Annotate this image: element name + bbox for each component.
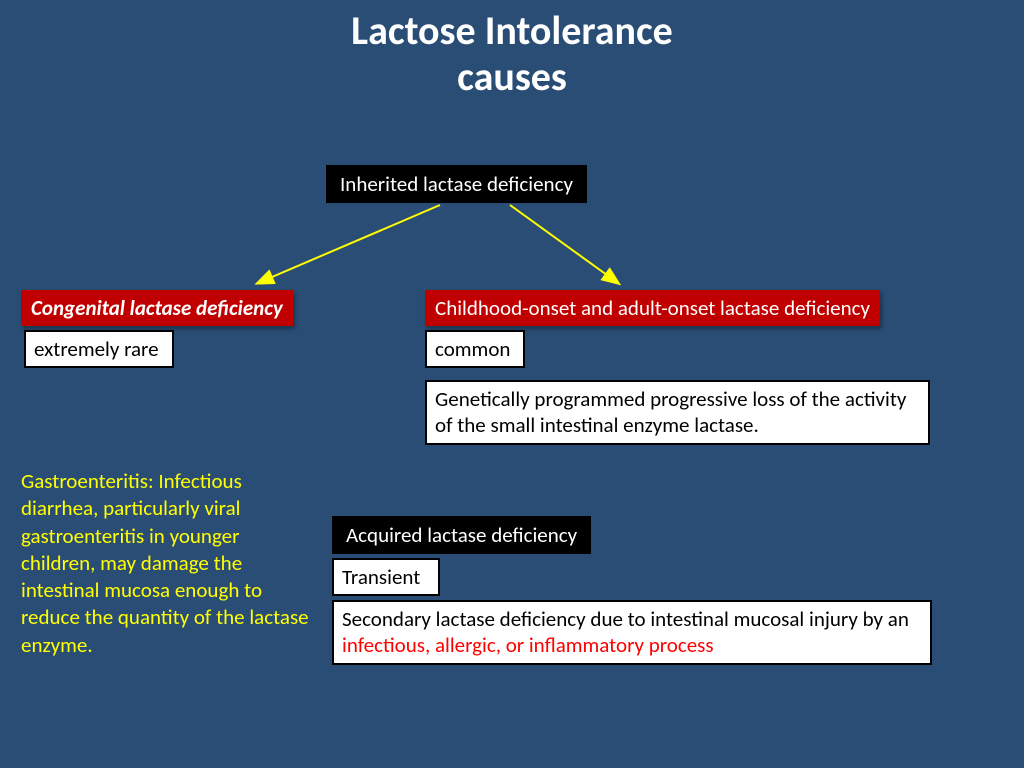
title-line1: Lactose Intolerance — [351, 6, 673, 55]
edge-root-childhood — [510, 205, 618, 283]
node-common: common — [425, 330, 525, 368]
page-title: Lactose Intolerance causes — [0, 8, 1024, 100]
node-root: Inherited lactase deficiency — [326, 165, 587, 203]
node-genetic: Genetically programmed progressive loss … — [425, 380, 930, 445]
title-line2: causes — [457, 52, 567, 101]
node-rare: extremely rare — [24, 330, 174, 368]
node-acquired: Acquired lactase deficiency — [332, 516, 591, 554]
secondary-lead: Secondary lactase deficiency due to inte… — [342, 606, 909, 632]
node-transient: Transient — [332, 558, 440, 596]
edge-root-congenital — [258, 205, 440, 283]
node-congenital: Congenital lactase deficiency — [21, 290, 293, 326]
side-note-gastro: Gastroenteritis: Infectious diarrhea, pa… — [21, 468, 311, 659]
node-childhood: Childhood-onset and adult-onset lactase … — [425, 290, 880, 326]
node-secondary: Secondary lactase deficiency due to inte… — [332, 600, 932, 665]
secondary-red: infectious, allergic, or inflammatory pr… — [342, 632, 714, 658]
